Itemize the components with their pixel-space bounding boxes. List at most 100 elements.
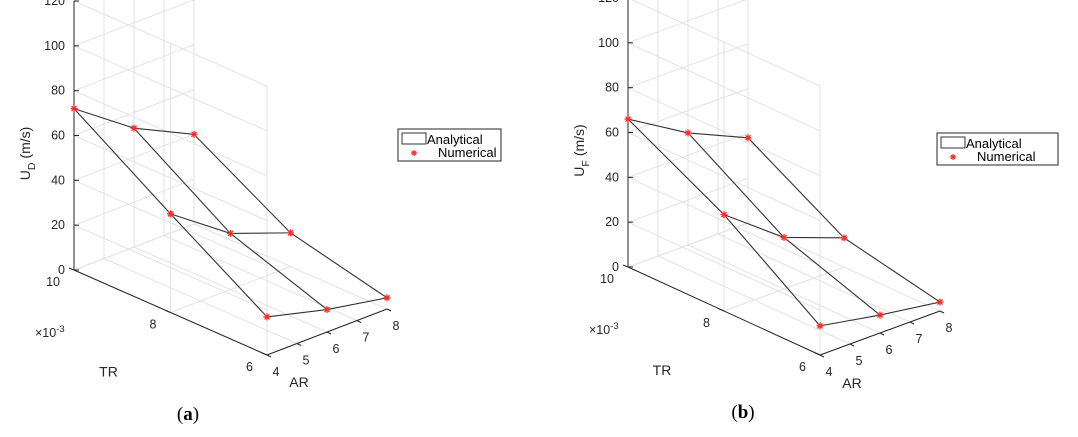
- series-numerical: [70, 105, 391, 321]
- data-point: [227, 229, 234, 237]
- grid-line: [627, 222, 749, 268]
- x-tick-label: 7: [363, 331, 370, 345]
- x-axis-label: AR: [842, 375, 861, 391]
- marker-stroke: [264, 313, 270, 320]
- x-tick-label: 8: [946, 321, 953, 335]
- z-tick-label: 20: [51, 218, 65, 232]
- x-tick-mark: [386, 308, 392, 312]
- x-tick-label: 8: [393, 319, 400, 333]
- data-point: [130, 124, 138, 132]
- x-tick-mark: [266, 354, 272, 358]
- marker-stroke: [745, 134, 751, 141]
- marker-stroke: [817, 322, 823, 329]
- marker-stroke: [950, 154, 956, 160]
- grid-lines: [73, 0, 388, 356]
- marker-stroke: [877, 312, 883, 319]
- data-point: [780, 233, 788, 241]
- x-tick-mark: [356, 320, 362, 323]
- z-tick-label: 60: [605, 126, 619, 140]
- z-tick-label: 40: [605, 170, 619, 184]
- legend-swatch-analytical: [401, 132, 427, 145]
- marker-stroke: [937, 299, 943, 305]
- y-tick-label: 6: [246, 360, 253, 374]
- marker-stroke: [287, 229, 294, 236]
- x-tick-label: 4: [826, 365, 833, 379]
- z-tick-label: 80: [51, 84, 65, 98]
- data-point: [287, 229, 294, 237]
- z-tick-label: 100: [44, 39, 65, 53]
- marker-stroke: [384, 294, 390, 301]
- data-point: [684, 129, 692, 137]
- chart-panel-a: 4 5 6 7 8 6 8 100 20 40 60 80 100 120 AR TR ×10-3 UD(m/s)…: [17, 0, 502, 425]
- x-tick-label: 6: [886, 343, 893, 357]
- z-axis-label: UF(m/s): [571, 124, 592, 176]
- marker-stroke: [781, 234, 787, 241]
- z-axis-label: UD(m/s): [17, 127, 38, 181]
- x-tick-mark: [326, 331, 332, 335]
- z-axis-label-text: UF(m/s): [571, 124, 592, 176]
- data-point: [936, 298, 944, 306]
- marker-stroke: [167, 210, 174, 217]
- surface-line: [687, 132, 881, 316]
- surface-line: [747, 137, 941, 303]
- z-tick-label: 60: [51, 129, 65, 143]
- data-point: [70, 105, 78, 113]
- y-axis-multiplier: ×10-3: [35, 324, 65, 340]
- marker-stroke: [721, 211, 727, 218]
- panel-label: (b): [731, 402, 754, 423]
- y-tick-mark: [622, 264, 629, 268]
- marker-stroke: [411, 150, 417, 156]
- x-tick-mark: [909, 321, 915, 325]
- marker-stroke: [191, 131, 197, 138]
- y-tick-label: 8: [150, 318, 157, 332]
- y-axis-multiplier: ×10-3: [589, 321, 619, 337]
- x-axis-label: AR: [289, 374, 308, 390]
- legend-marker-numerical: [411, 150, 417, 156]
- legend-swatch-analytical: [940, 136, 966, 149]
- marker-stroke: [71, 105, 77, 112]
- z-tick-label: 40: [51, 173, 65, 187]
- marker-stroke: [685, 129, 691, 136]
- legend-label-analytical: Analytical: [966, 136, 1022, 151]
- series-numerical: [624, 115, 944, 330]
- x-tick-label: 4: [273, 365, 280, 379]
- marker-stroke: [625, 116, 631, 123]
- y-axis-label: TR: [653, 362, 672, 378]
- grid-line: [723, 266, 845, 312]
- data-point: [383, 294, 391, 302]
- data-point: [720, 211, 728, 219]
- data-point: [816, 322, 824, 330]
- data-point: [840, 234, 848, 242]
- y-tick-label: 6: [799, 360, 806, 374]
- y-tick-label: 10: [600, 272, 614, 286]
- axes: [622, 0, 945, 358]
- z-tick-label: 80: [605, 81, 619, 95]
- y-tick-label: 8: [703, 316, 710, 330]
- z-tick-label: 0: [58, 263, 65, 277]
- x-tick-label: 7: [916, 332, 923, 346]
- series-analytical: [627, 118, 941, 327]
- surface-line: [193, 133, 388, 299]
- panel-label: (a): [177, 404, 199, 425]
- y-tick-mark: [261, 352, 268, 356]
- data-point: [323, 306, 331, 314]
- data-point: [190, 130, 198, 138]
- y-tick-mark: [68, 267, 75, 271]
- x-tick-label: 5: [856, 354, 863, 368]
- z-tick-label: 120: [44, 0, 65, 8]
- data-point: [624, 115, 632, 123]
- chart-panel-b: 4 5 6 7 8 6 8 100 20 40 60 80 100 120 AR TR ×10-3 UF(m/s)…: [571, 0, 1059, 423]
- z-tick-label: 100: [598, 36, 619, 50]
- z-tick-label: 0: [612, 260, 619, 274]
- x-tick-label: 6: [333, 342, 340, 356]
- data-point: [263, 313, 271, 321]
- x-tick-mark: [879, 332, 885, 336]
- marker-stroke: [131, 125, 137, 132]
- data-point: [876, 311, 884, 319]
- legend-label-numerical: Numerical: [438, 145, 497, 160]
- marker-stroke: [324, 306, 330, 313]
- series-analytical: [73, 108, 388, 318]
- legend-label-analytical: Analytical: [427, 132, 483, 147]
